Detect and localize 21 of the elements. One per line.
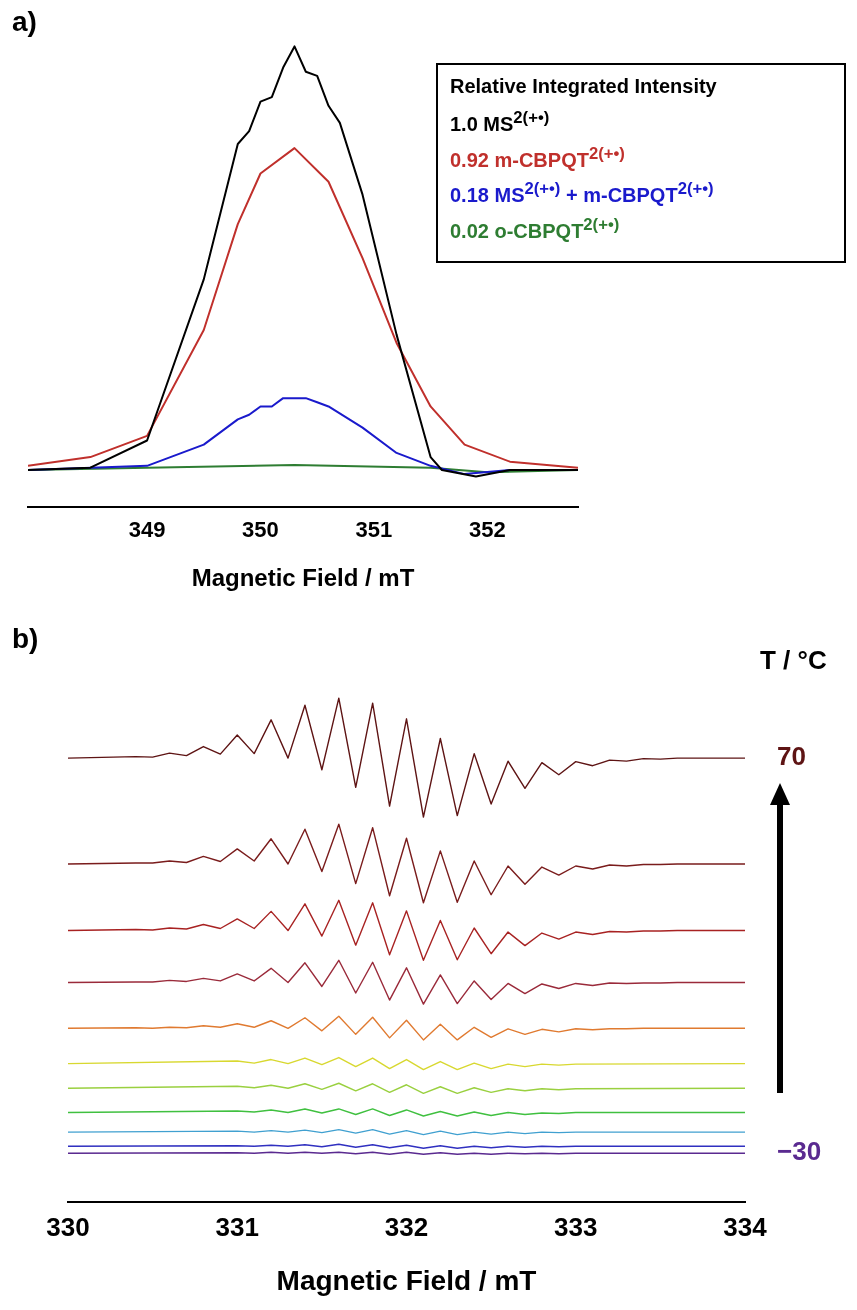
text: 0.92 m-CBPQT$^{2(+•)}$ (450, 143, 626, 172)
x-tick-label: 350 (242, 517, 279, 543)
x-tick-label: 333 (554, 1211, 598, 1242)
x-tick-label: 331 (215, 1211, 259, 1242)
x-axis-title: Magnetic Field / mT (191, 564, 415, 592)
chart-title: a) (12, 6, 37, 38)
x-tick-label: 352 (468, 517, 506, 543)
legend-title: Relative Integrated Intensity (450, 75, 718, 98)
chart-title: b) (12, 623, 39, 655)
text: 1.0 MS$^{2(+•)}$ (450, 108, 551, 136)
x-tick-label: 351 (355, 517, 393, 543)
series-label: 70 (777, 741, 806, 772)
x-tick-label: 330 (46, 1211, 90, 1242)
x-tick-label: 332 (384, 1211, 429, 1242)
legend-title: T / °C (760, 645, 827, 676)
x-axis-title: Magnetic Field / mT (276, 1264, 537, 1296)
series-label: −30 (777, 1136, 822, 1167)
x-tick-label: 349 (128, 517, 166, 543)
text: 0.18 MS$^{2(+•)}$ + m-CBPQT$^{2(+•)}$ (450, 179, 715, 207)
x-tick-label: 334 (723, 1211, 768, 1242)
text: 0.02 o-CBPQT$^{2(+•)}$ (450, 214, 621, 243)
